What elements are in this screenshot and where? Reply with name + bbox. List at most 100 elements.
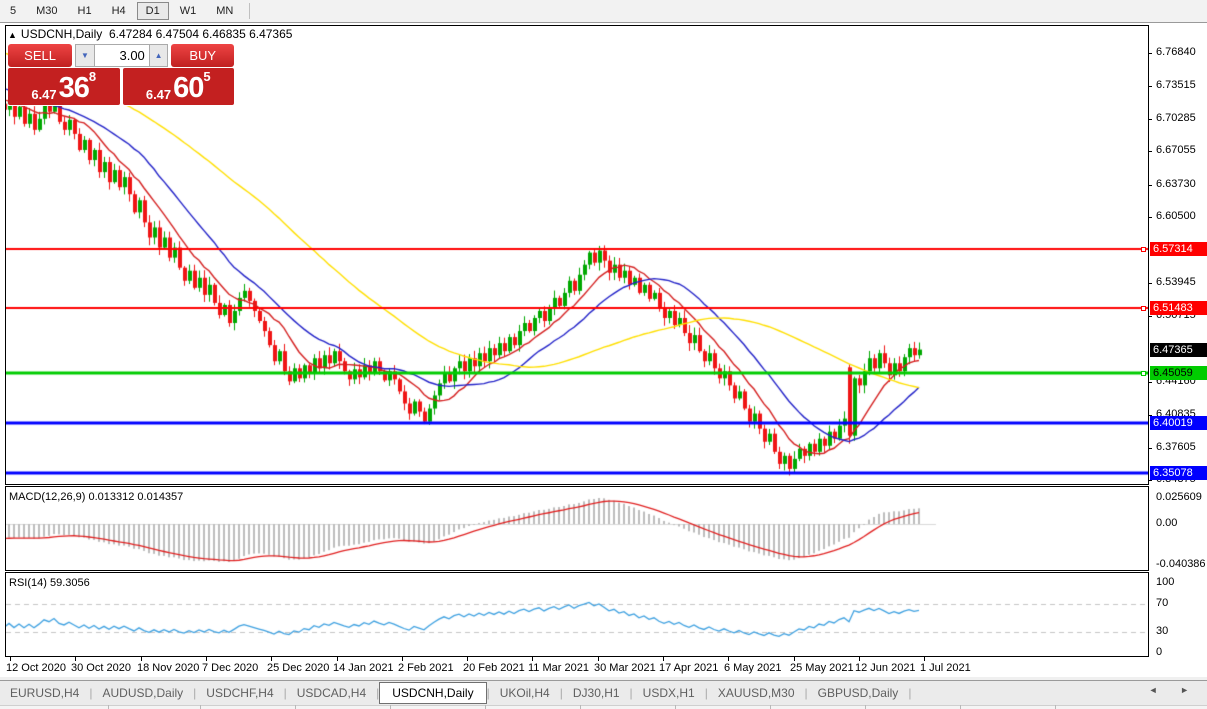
price-level-badge-6.35078[interactable]: 6.35078 <box>1150 466 1207 481</box>
price-level-badge-6.40019[interactable]: 6.40019 <box>1150 416 1207 431</box>
chart-tab-usdcnh-daily[interactable]: USDCNH,Daily <box>379 682 487 704</box>
price-tick-mark <box>1148 86 1152 88</box>
timeframe-button-h4[interactable]: H4 <box>111 5 126 17</box>
ask-price-small: 6.47 <box>145 87 172 102</box>
date-label: 6 May 2021 <box>724 662 782 674</box>
price-tick-mark <box>1148 415 1152 417</box>
level-line-handle[interactable] <box>1141 306 1146 312</box>
volume-increase-button[interactable]: ▲ <box>148 44 169 67</box>
chart-ohlc-values: 6.47284 6.47504 6.46835 6.47365 <box>108 27 293 41</box>
rsi-axis-label: 100 <box>1156 576 1175 588</box>
date-tick-mark <box>467 657 468 661</box>
bid-price-big: 36 <box>58 72 90 104</box>
price-tick-label: 6.37605 <box>1156 440 1196 453</box>
tab-separator: | <box>283 686 287 700</box>
price-tick-mark <box>1148 480 1152 482</box>
price-tick-mark <box>1148 151 1152 153</box>
date-label: 12 Oct 2020 <box>6 662 66 674</box>
level-line-handle[interactable] <box>1141 247 1146 253</box>
macd-axis-label: 0.00 <box>1156 516 1178 529</box>
level-line-handle[interactable] <box>1141 370 1146 376</box>
price-tick-mark <box>1148 217 1152 219</box>
bottom-strip-separator <box>1055 705 1056 709</box>
tab-scroll-arrows[interactable]: ◄ ► <box>1148 685 1199 695</box>
sell-button[interactable]: SELL <box>8 44 73 67</box>
price-tick-mark <box>1148 447 1152 449</box>
timeframe-button-mn[interactable]: MN <box>216 5 234 17</box>
volume-input[interactable] <box>94 44 149 67</box>
chart-symbol: USDCNH,Daily <box>20 27 103 41</box>
price-tick-mark <box>1148 53 1152 54</box>
bid-price-small: 6.47 <box>31 87 57 102</box>
date-tick-mark <box>794 657 795 661</box>
timeframe-button-5[interactable]: 5 <box>10 5 17 17</box>
timeframe-button-m30[interactable]: M30 <box>36 5 58 17</box>
date-tick-mark <box>598 657 599 661</box>
chart-window: ▲ USDCNH,Daily 6.47284 6.47504 6.46835 6.… <box>0 23 1207 677</box>
chart-tab-audusd-daily[interactable]: AUDUSD,Daily <box>102 686 184 700</box>
bid-price-sup: 8 <box>88 69 97 84</box>
one-click-trade-panel: SELL ▼ ▲ BUY 6.47 36 8 6.47 60 5 <box>8 44 234 106</box>
chart-tab-dj30-h1[interactable]: DJ30,H1 <box>572 686 620 700</box>
date-tick-mark <box>663 657 664 661</box>
timeframe-button-h1[interactable]: H1 <box>77 5 92 17</box>
price-tick-label: 6.70285 <box>1156 111 1196 124</box>
price-tick-mark <box>1148 184 1152 186</box>
bottom-strip-separator <box>865 705 866 709</box>
chart-tab-ukoil-h4[interactable]: UKOil,H4 <box>499 686 550 700</box>
price-tick-label: 6.73515 <box>1156 79 1196 92</box>
price-tick-label: 6.67055 <box>1156 144 1196 157</box>
chart-tab-gbpusd-daily[interactable]: GBPUSD,Daily <box>817 686 899 700</box>
date-tick-mark <box>728 657 729 661</box>
price-tick-mark <box>1148 283 1152 285</box>
chart-tab-usdchf-h4[interactable]: USDCHF,H4 <box>206 686 274 700</box>
tab-separator: | <box>193 686 197 700</box>
tab-separator: | <box>486 686 490 700</box>
chart-tab-eurusd-h4[interactable]: EURUSD,H4 <box>10 686 80 700</box>
price-level-badge-6.57314[interactable]: 6.57314 <box>1150 242 1207 257</box>
macd-indicator-label: MACD(12,26,9) 0.013312 0.014357 <box>9 491 184 503</box>
date-label: 14 Jan 2021 <box>333 662 394 674</box>
tab-separator: | <box>908 686 912 700</box>
bottom-strip-separator <box>485 705 486 709</box>
rsi-axis-label: 0 <box>1156 646 1163 658</box>
timeframe-button-d1[interactable]: D1 <box>136 2 169 20</box>
price-level-badge-6.45059[interactable]: 6.45059 <box>1150 365 1207 380</box>
macd-axis-label: -0.040386 <box>1156 558 1206 570</box>
date-tick-mark <box>337 657 338 661</box>
tab-separator: | <box>559 686 563 700</box>
price-level-badge-6.51483[interactable]: 6.51483 <box>1150 301 1207 316</box>
chart-tab-usdx-h1[interactable]: USDX,H1 <box>642 686 695 700</box>
date-tick-mark <box>10 657 11 661</box>
ask-price-big: 60 <box>173 72 204 104</box>
timeframe-button-w1[interactable]: W1 <box>179 5 197 17</box>
date-label: 7 Dec 2020 <box>202 662 259 674</box>
date-label: 20 Feb 2021 <box>463 662 525 674</box>
bottom-strip-separator <box>200 705 201 709</box>
buy-button[interactable]: BUY <box>171 44 234 67</box>
chart-title: ▲ USDCNH,Daily 6.47284 6.47504 6.46835 6.… <box>8 27 292 41</box>
date-tick-mark <box>271 657 272 661</box>
chart-tab-usdcad-h4[interactable]: USDCAD,H4 <box>296 686 367 700</box>
chart-tab-xauusd-m30[interactable]: XAUUSD,M30 <box>717 686 795 700</box>
date-label: 30 Oct 2020 <box>71 662 131 674</box>
ask-price-sup: 5 <box>203 69 211 84</box>
date-label: 2 Feb 2021 <box>398 662 454 674</box>
ask-price-box[interactable]: 6.47 60 5 <box>122 68 234 105</box>
tab-separator: | <box>629 686 633 700</box>
chart-tab-bar: EURUSD,H4 | AUDUSD,Daily | USDCHF,H4 | USDCAD,… <box>0 680 1207 705</box>
date-label: 18 Nov 2020 <box>137 662 200 674</box>
bottom-strip-separator <box>390 705 391 709</box>
tab-separator: | <box>804 686 808 700</box>
price-tick-label: 6.60500 <box>1156 210 1196 223</box>
volume-decrease-button[interactable]: ▼ <box>75 44 95 67</box>
price-tick-mark <box>1148 315 1152 317</box>
bottom-strip-separator <box>295 705 296 709</box>
date-label: 30 Mar 2021 <box>594 662 656 674</box>
macd-axis-label: 0.025609 <box>1156 491 1202 503</box>
macd-canvas[interactable] <box>6 487 1148 570</box>
rsi-canvas[interactable] <box>6 573 1148 656</box>
date-tick-mark <box>141 657 142 661</box>
bid-price-box[interactable]: 6.47 36 8 <box>8 68 120 105</box>
collapse-triangle-icon: ▲ <box>8 30 17 40</box>
